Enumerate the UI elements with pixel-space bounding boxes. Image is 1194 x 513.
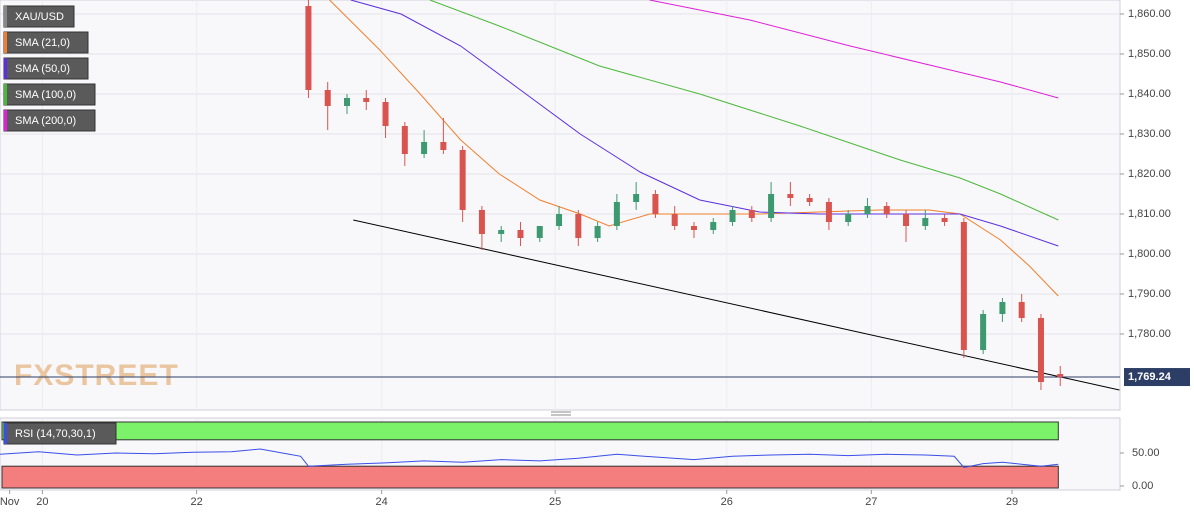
price-panel <box>0 0 1121 411</box>
candle-body <box>787 194 794 198</box>
candle-body <box>594 226 601 238</box>
sma-line <box>429 0 1059 221</box>
last-price-box <box>1124 368 1190 387</box>
y-tick-label: 1,790.00 <box>1128 288 1171 300</box>
candle-body <box>1018 302 1025 318</box>
candle-body <box>1057 374 1064 378</box>
y-tick-label: 1,780.00 <box>1128 328 1171 340</box>
candle-body <box>845 214 852 222</box>
candle-body <box>980 314 987 350</box>
rsi-overbought-band <box>1 421 1059 441</box>
y-tick-label: 1,810.00 <box>1128 208 1171 220</box>
x-tick-label: 26 <box>721 496 733 508</box>
candle-body <box>922 218 929 226</box>
candle-body <box>478 210 485 234</box>
candle-body <box>671 214 678 226</box>
candle-body <box>517 230 524 238</box>
candle-body <box>343 98 350 106</box>
y-tick-label: 1,840.00 <box>1128 88 1171 100</box>
rsi-y-tick-label: 50.00 <box>1132 447 1160 459</box>
candle-body <box>883 206 890 214</box>
candle-body <box>401 126 408 154</box>
rsi-line <box>0 448 1059 469</box>
legend-symbol: XAU/USD <box>15 11 64 23</box>
candle-body <box>575 214 582 238</box>
candle-body <box>652 194 659 214</box>
candle-body <box>1037 318 1044 382</box>
legend-entry-swatch <box>4 110 7 131</box>
legend-entry-swatch <box>4 84 7 105</box>
candle-body <box>556 214 563 226</box>
candle-body <box>941 218 948 222</box>
candle-body <box>903 214 910 226</box>
x-tick-label: Nov <box>0 496 20 508</box>
y-tick-label: 1,830.00 <box>1128 128 1171 140</box>
panel-handle <box>551 411 571 416</box>
legend-entry: SMA (200,0) <box>15 115 76 127</box>
watermark: FXSTREET <box>14 359 179 392</box>
legend-entry: SMA (100,0) <box>15 89 76 101</box>
candle-body <box>536 226 543 238</box>
y-tick-label: 1,850.00 <box>1128 48 1171 60</box>
x-tick-label: 29 <box>1006 496 1018 508</box>
trendline <box>353 219 1120 391</box>
y-tick-label: 1,820.00 <box>1128 168 1171 180</box>
candle-body <box>864 206 871 214</box>
candle-body <box>806 198 813 202</box>
legend-entry-swatch <box>4 58 7 79</box>
x-tick-label: 25 <box>549 496 561 508</box>
candle-body <box>305 6 312 90</box>
candle-body <box>459 150 466 210</box>
candle-body <box>748 210 755 218</box>
candle-body <box>633 194 640 202</box>
x-tick-label: 22 <box>191 496 203 508</box>
candle-body <box>440 142 447 150</box>
candle-body <box>960 222 967 350</box>
y-tick-label: 1,800.00 <box>1128 248 1171 260</box>
rsi-oversold-band <box>1 465 1059 489</box>
rsi-legend: RSI (14,70,30,1) <box>15 428 96 440</box>
x-tick-label: 24 <box>376 496 388 508</box>
legend-entry: SMA (50,0) <box>15 63 70 75</box>
x-tick-label: 20 <box>36 496 48 508</box>
legend-entry-swatch <box>4 32 7 53</box>
candle-body <box>421 142 428 154</box>
x-tick-label: 27 <box>865 496 877 508</box>
candle-body <box>825 202 832 222</box>
candle-body <box>498 230 505 234</box>
candle-body <box>324 90 331 106</box>
candle-body <box>690 226 697 230</box>
rsi-legend-swatch <box>4 423 7 444</box>
y-tick-label: 1,860.00 <box>1128 8 1171 20</box>
sma-line <box>350 0 1059 247</box>
candle-body <box>710 222 717 230</box>
candle-body <box>729 210 736 222</box>
legend-symbol-swatch <box>4 6 7 27</box>
sma-line <box>649 0 1059 99</box>
last-price-label: 1,769.24 <box>1128 371 1172 383</box>
candle-body <box>613 202 620 226</box>
legend-entry: SMA (21,0) <box>15 37 70 49</box>
candle-body <box>768 194 775 218</box>
candle-body <box>382 102 389 126</box>
rsi-y-tick-label: 0.00 <box>1132 480 1153 492</box>
candle-body <box>363 98 370 102</box>
candle-body <box>999 302 1006 314</box>
